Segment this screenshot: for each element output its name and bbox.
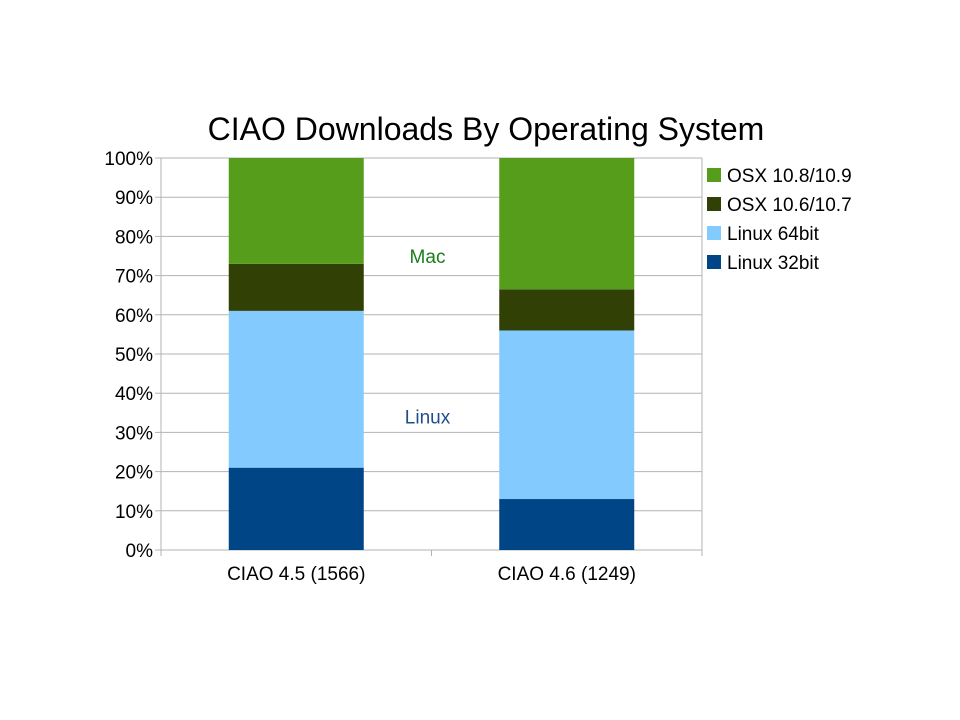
legend-label: Linux 32bit xyxy=(727,253,820,274)
y-tick-label: 80% xyxy=(115,227,153,248)
annotation-mac: Mac xyxy=(410,247,446,268)
legend-label: OSX 10.8/10.9 xyxy=(727,166,852,187)
legend-label: Linux 64bit xyxy=(727,224,820,245)
y-tick-label: 10% xyxy=(115,502,153,523)
annotations: Mac Linux xyxy=(405,247,451,429)
y-tick-label: 70% xyxy=(115,267,153,288)
legend-swatch xyxy=(707,197,721,211)
bar-segment-linux-64bit xyxy=(499,330,635,500)
bar-segment-osx-10-6-10-7 xyxy=(228,263,364,311)
legend-swatch xyxy=(707,255,721,269)
bar-segment-osx-10-6-10-7 xyxy=(499,289,635,331)
x-tick-label: CIAO 4.6 (1249) xyxy=(498,564,636,585)
x-axis-ticks: CIAO 4.5 (1566) CIAO 4.6 (1249) xyxy=(227,564,636,585)
bars xyxy=(228,158,635,550)
bar-segment-osx-10-8-10-9 xyxy=(499,158,635,290)
y-tick-label: 20% xyxy=(115,463,153,484)
bar-segment-linux-32bit xyxy=(228,467,364,550)
y-tick-label: 0% xyxy=(126,541,154,562)
y-tick-label: 100% xyxy=(104,149,153,170)
y-tick-label: 40% xyxy=(115,384,153,405)
legend-swatch xyxy=(707,168,721,182)
legend: OSX 10.8/10.9 OSX 10.6/10.7 Linux 64bit Lin… xyxy=(707,166,852,274)
legend-label: OSX 10.6/10.7 xyxy=(727,195,852,216)
bar-segment-linux-64bit xyxy=(228,310,364,468)
annotation-linux: Linux xyxy=(405,408,451,429)
y-tick-label: 50% xyxy=(115,345,153,366)
y-tick-label: 90% xyxy=(115,188,153,209)
y-axis-ticks: 0% 10% 20% 30% 40% 50% 60% 70% 80% 90% 100% xyxy=(104,149,153,562)
bar-segment-osx-10-8-10-9 xyxy=(228,158,364,264)
y-tick-label: 60% xyxy=(115,306,153,327)
legend-swatch xyxy=(707,226,721,240)
chart-title: CIAO Downloads By Operating System xyxy=(208,111,765,147)
y-tick-label: 30% xyxy=(115,423,153,444)
x-tick-label: CIAO 4.5 (1566) xyxy=(227,564,365,585)
bar-segment-linux-32bit xyxy=(499,499,635,550)
